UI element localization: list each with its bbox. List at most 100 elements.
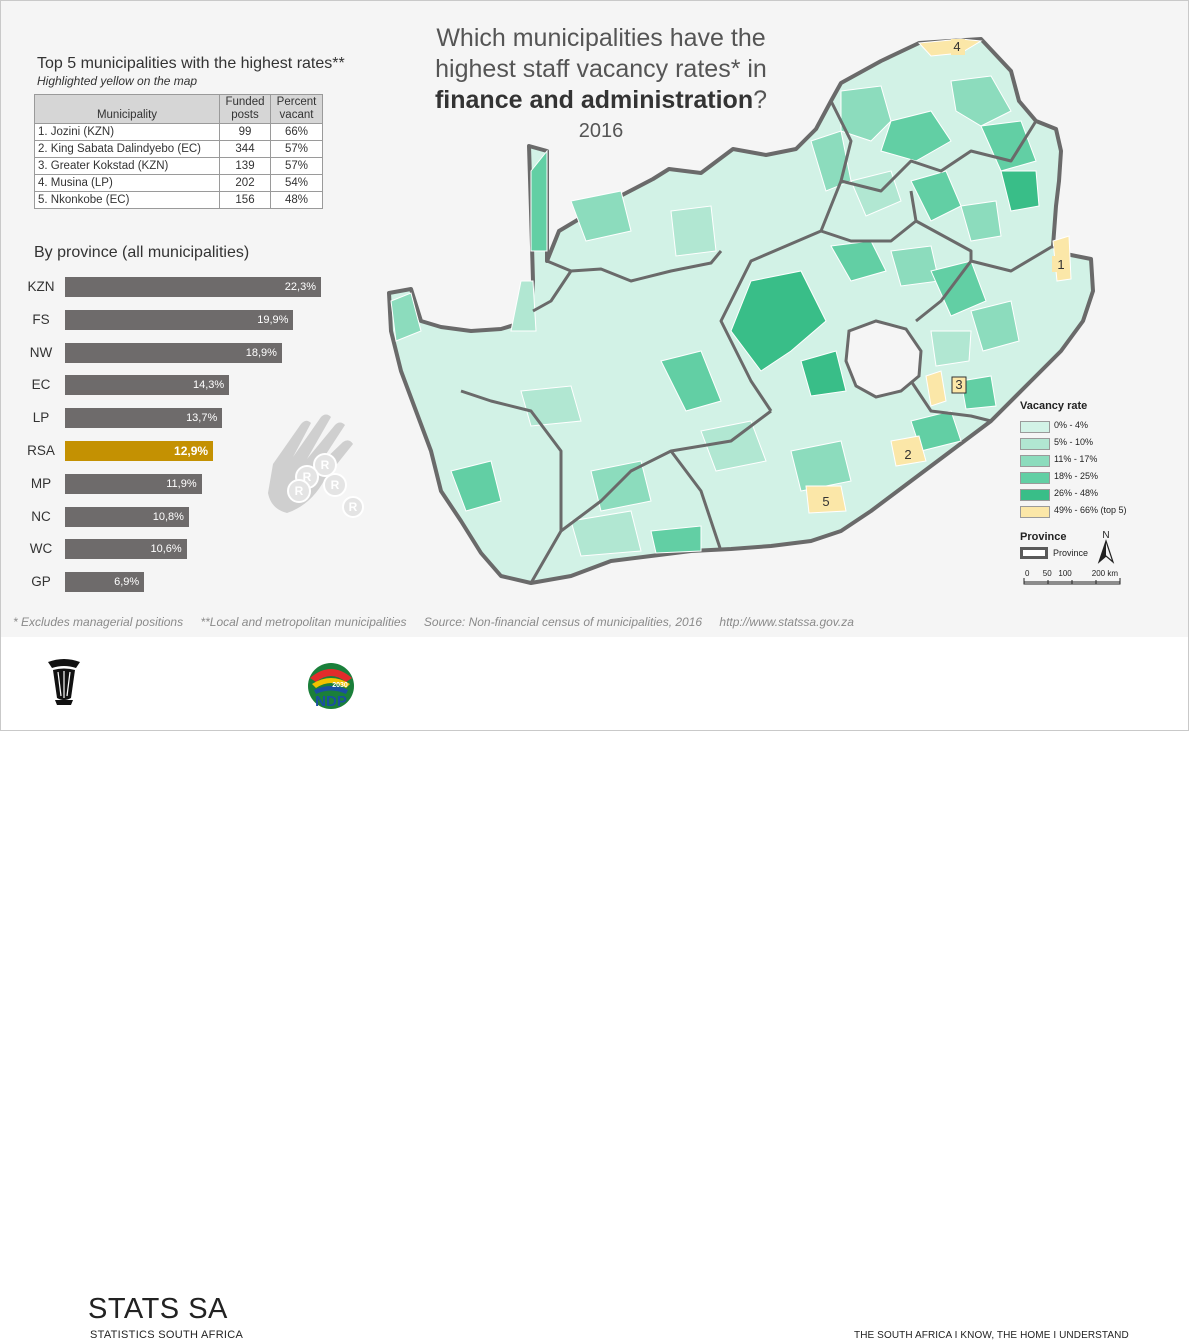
title-line-3: finance and administration?	[401, 85, 801, 116]
stats-sa-name: STATS SA	[88, 1293, 228, 1325]
note-municipalities: **Local and metropolitan municipalities	[200, 615, 407, 629]
funded-posts: 156	[219, 191, 271, 209]
province-label: WC	[29, 541, 53, 557]
funded-posts: 344	[219, 140, 271, 158]
title-bold: finance and administration	[434, 86, 754, 114]
funded-posts: 99	[219, 123, 271, 141]
ndp-year: 2030	[332, 682, 348, 689]
province-bar: 12,9%	[65, 441, 214, 461]
province-label: KZN	[27, 279, 55, 294]
lesotho-shape	[844, 319, 923, 399]
percent-vacant: 54%	[270, 174, 323, 192]
south-africa-map: 4 1 3 2 5	[387, 37, 1095, 585]
municipality-name: 1. Jozini (KZN)	[34, 123, 220, 141]
svg-text:R: R	[303, 470, 312, 484]
scale-bar	[1023, 578, 1121, 585]
svg-text:R: R	[349, 500, 358, 514]
scale-tick: 0	[1025, 569, 1030, 578]
percent-vacant: 57%	[270, 157, 323, 175]
percent-vacant: 57%	[270, 140, 323, 158]
map-marker-5: 5	[822, 494, 829, 509]
funded-posts: 139	[219, 157, 271, 175]
legend-swatch	[1020, 472, 1050, 484]
province-bar: 6,9%	[65, 572, 145, 593]
percent-vacant: 48%	[270, 191, 323, 209]
province-bar: 11,9%	[65, 473, 202, 494]
province-legend-title: Province	[1020, 531, 1067, 543]
legend-label: 11% - 17%	[1054, 454, 1098, 464]
header-percent-vacant: Percent vacant	[270, 94, 323, 124]
municipality-name: 5. Nkonkobe (EC)	[34, 191, 220, 209]
footnotes: * Excludes managerial positions **Local …	[13, 615, 868, 629]
map-marker-4: 4	[953, 39, 960, 54]
note-excludes: * Excludes managerial positions	[13, 615, 184, 629]
ndp-logo-icon: 2030 NDP	[308, 663, 354, 710]
map-marker-3: 3	[955, 377, 962, 392]
legend-swatch	[1020, 438, 1050, 450]
legend-label: 0% - 4%	[1054, 420, 1089, 430]
province-bar: 19,9%	[65, 309, 294, 330]
funded-posts: 202	[219, 174, 271, 192]
stats-sa-subtitle: STATISTICS SOUTH AFRICA	[90, 1329, 244, 1341]
top5-table: Municipality Funded posts Percent vacant…	[34, 94, 323, 209]
header-funded-posts: Funded posts	[219, 94, 271, 124]
svg-text:R: R	[321, 458, 330, 472]
province-bar: 10,6%	[65, 539, 187, 560]
province-border-swatch	[1020, 547, 1048, 559]
legend-swatch	[1020, 489, 1050, 501]
north-label: N	[1102, 530, 1109, 541]
note-url[interactable]: http://www.statssa.gov.za	[719, 615, 854, 629]
svg-text:R: R	[331, 478, 340, 492]
province-legend-label: Province	[1053, 548, 1089, 558]
legend-swatch	[1020, 455, 1050, 467]
table-row: 4. Musina (LP) 202 54%	[34, 174, 323, 192]
province-label: LP	[32, 410, 50, 426]
province-bar: 22,3%	[65, 277, 321, 297]
svg-text:R: R	[295, 484, 304, 498]
province-bar: 13,7%	[65, 408, 223, 429]
municipality-name: 3. Greater Kokstad (KZN)	[34, 157, 220, 175]
province-label: NC	[31, 508, 51, 524]
slogan: THE SOUTH AFRICA I KNOW, THE HOME I UNDE…	[854, 1330, 1129, 1341]
province-bar: 10,8%	[65, 506, 189, 527]
legend-title: Vacancy rate	[1020, 400, 1088, 412]
scale-ticks: 0 50 100 200 km	[1025, 569, 1118, 578]
north-arrow-icon: N	[1097, 530, 1115, 564]
map-marker-2: 2	[904, 447, 911, 462]
main-panel: Which municipalities have the highest st…	[1, 1, 1188, 637]
legend-swatch	[1020, 421, 1050, 433]
note-source: Source: Non-financial census of municipa…	[423, 615, 703, 629]
title-year: 2016	[578, 120, 624, 142]
map-marker-1: 1	[1057, 257, 1064, 272]
province-bar: 18,9%	[65, 342, 282, 363]
municipality-name: 2. King Sabata Dalindyebo (EC)	[34, 140, 220, 158]
municipality-name: 4. Musina (LP)	[34, 174, 220, 192]
province-label: MP	[30, 475, 52, 491]
province-label: FS	[32, 311, 50, 327]
legend-label: 26% - 48%	[1054, 488, 1099, 498]
top5-header-row: Municipality Funded posts Percent vacant	[34, 94, 323, 124]
top5-subtitle: Highlighted yellow on the map	[37, 74, 198, 88]
stats-sa-logo-icon	[48, 659, 80, 705]
ndp-text: NDP	[315, 693, 347, 710]
header-municipality: Municipality	[34, 94, 220, 124]
province-label: EC	[31, 377, 51, 393]
percent-vacant: 66%	[270, 123, 323, 141]
table-row: 2. King Sabata Dalindyebo (EC) 344 57%	[34, 140, 323, 158]
footer: STATS SA STATISTICS SOUTH AFRICA 2030 ND…	[1, 637, 1188, 1341]
province-label: GP	[31, 574, 51, 590]
title-line-2: highest staff vacancy rates* in	[435, 55, 767, 83]
title-line-1: Which municipalities have the	[436, 24, 766, 52]
legend-label: 18% - 25%	[1054, 471, 1099, 481]
table-row: 1. Jozini (KZN) 99 66%	[34, 123, 323, 141]
scale-tick: 50	[1042, 569, 1052, 578]
table-row: 3. Greater Kokstad (KZN) 139 57%	[34, 157, 323, 175]
top5-title: Top 5 municipalities with the highest ra…	[37, 55, 345, 72]
legend-label: 5% - 10%	[1054, 437, 1094, 447]
scale-tick: 200 km	[1091, 569, 1118, 578]
province-label: RSA	[27, 443, 55, 458]
province-bar: 14,3%	[65, 375, 230, 396]
province-label: NW	[29, 344, 53, 360]
